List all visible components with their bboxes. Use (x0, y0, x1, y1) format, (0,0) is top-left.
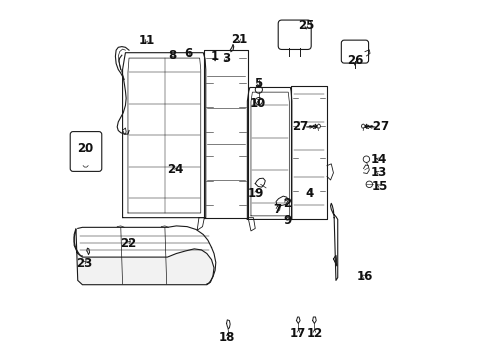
Polygon shape (74, 228, 214, 285)
Text: 26: 26 (346, 54, 363, 67)
Text: 14: 14 (370, 153, 386, 166)
Text: 11: 11 (139, 33, 155, 47)
Text: 22: 22 (120, 237, 136, 250)
Text: ←27: ←27 (363, 121, 389, 134)
Text: 9: 9 (283, 214, 291, 227)
Text: 21: 21 (230, 33, 247, 46)
Text: 19: 19 (247, 187, 264, 200)
Text: 12: 12 (305, 327, 322, 340)
Text: 8: 8 (168, 49, 177, 62)
Text: 23: 23 (76, 257, 92, 270)
Text: 20: 20 (77, 142, 93, 155)
Text: 18: 18 (219, 331, 235, 344)
Text: 4: 4 (305, 187, 313, 200)
Text: 24: 24 (167, 163, 183, 176)
Text: 5: 5 (253, 77, 262, 90)
Text: 7: 7 (273, 203, 281, 216)
Text: 25: 25 (297, 19, 314, 32)
Text: 3: 3 (222, 51, 229, 64)
Text: 17: 17 (289, 327, 306, 340)
Polygon shape (333, 255, 336, 266)
Text: 15: 15 (371, 180, 387, 193)
Text: 16: 16 (356, 270, 372, 283)
Text: 1: 1 (211, 50, 219, 63)
Text: 6: 6 (183, 47, 192, 60)
Text: 2: 2 (282, 197, 290, 210)
Text: 13: 13 (370, 166, 386, 179)
Text: 10: 10 (249, 98, 265, 111)
Text: 27→: 27→ (291, 121, 317, 134)
